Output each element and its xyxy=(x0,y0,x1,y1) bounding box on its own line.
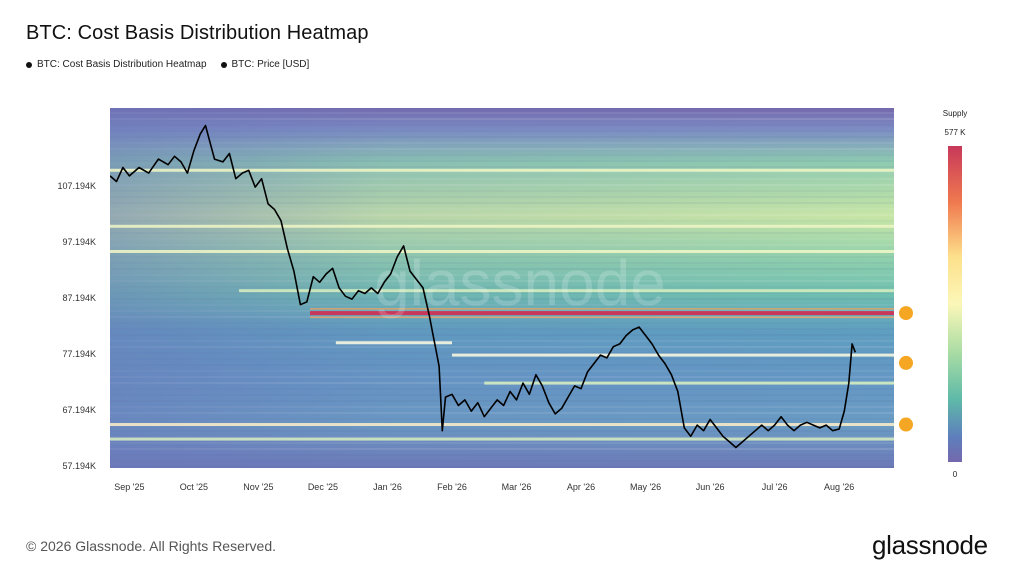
x-axis: Sep '25 Oct '25 Nov '25 Dec '25 Jan '26 Feb '… xyxy=(114,482,854,492)
y-tick-label: 87.194K xyxy=(62,293,96,303)
colorbar-max-label: 577 K xyxy=(945,128,967,137)
cost-basis-band xyxy=(110,224,894,228)
cost-basis-band xyxy=(451,353,894,357)
legend-label-price: BTC: Price [USD] xyxy=(231,59,310,70)
x-tick-label: Aug '26 xyxy=(824,482,854,492)
cost-basis-marker xyxy=(899,417,913,432)
x-tick-label: Dec '25 xyxy=(308,482,338,492)
y-tick-label: 97.194K xyxy=(62,237,96,247)
cost-basis-band xyxy=(239,289,894,293)
cost-basis-marker xyxy=(899,306,913,321)
cost-basis-marker xyxy=(899,355,913,370)
colorbar-title: Supply xyxy=(943,109,967,118)
cost-basis-band xyxy=(484,381,894,385)
cost-basis-band xyxy=(110,437,894,441)
x-tick-label: Feb '26 xyxy=(437,482,467,492)
chart-title: BTC: Cost Basis Distribution Heatmap xyxy=(26,22,369,44)
cost-basis-band xyxy=(110,249,894,253)
x-tick-label: May '26 xyxy=(630,482,661,492)
colorbar-gradient xyxy=(948,146,962,462)
x-tick-label: Apr '26 xyxy=(567,482,595,492)
x-tick-label: Jul '26 xyxy=(762,482,788,492)
copyright-footer: © 2026 Glassnode. All Rights Reserved. xyxy=(26,538,277,554)
cost-basis-band xyxy=(110,423,894,427)
x-tick-label: Jan '26 xyxy=(373,482,402,492)
legend-dot-heatmap xyxy=(26,61,32,68)
cost-basis-band-glow xyxy=(310,316,894,319)
legend-label-heatmap: BTC: Cost Basis Distribution Heatmap xyxy=(37,59,207,70)
x-tick-label: Sep '25 xyxy=(114,482,144,492)
x-tick-label: Mar '26 xyxy=(502,482,532,492)
cost-basis-band xyxy=(310,311,894,316)
cost-basis-band-glow xyxy=(310,308,894,310)
colorbar: Supply 577 K 0 xyxy=(943,109,967,479)
heatmap-plot-area: glassnode xyxy=(110,108,894,468)
y-tick-label: 77.194K xyxy=(62,349,96,359)
heatmap-left-fade xyxy=(110,108,894,468)
cost-basis-bands xyxy=(110,168,894,441)
y-tick-label: 107.194K xyxy=(57,181,96,191)
legend-item-price[interactable]: BTC: Price [USD] xyxy=(220,59,310,70)
colorbar-min-label: 0 xyxy=(953,470,958,479)
cost-basis-band xyxy=(110,168,894,172)
legend: BTC: Cost Basis Distribution Heatmap BTC… xyxy=(26,59,323,70)
brand-logo: glassnode xyxy=(872,530,988,560)
cost-basis-band xyxy=(335,341,452,345)
legend-item-heatmap[interactable]: BTC: Cost Basis Distribution Heatmap xyxy=(26,59,207,70)
x-tick-label: Jun '26 xyxy=(696,482,725,492)
y-tick-label: 67.194K xyxy=(62,405,96,415)
y-tick-label: 57.194K xyxy=(62,461,96,471)
watermark-text: glassnode xyxy=(374,247,666,319)
y-axis: 107.194K 97.194K 87.194K 77.194K 67.194K 57.1… xyxy=(57,181,96,471)
x-tick-label: Nov '25 xyxy=(243,482,273,492)
legend-dot-price xyxy=(220,61,227,68)
price-series-line xyxy=(110,124,857,449)
cost-basis-markers xyxy=(899,306,913,432)
x-tick-label: Oct '25 xyxy=(180,482,208,492)
